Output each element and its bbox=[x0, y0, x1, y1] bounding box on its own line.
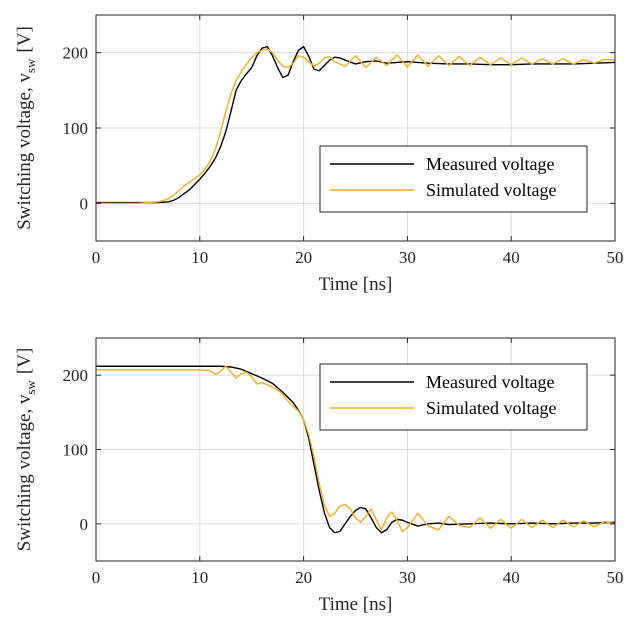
x-axis-label: Time [ns] bbox=[319, 594, 393, 615]
x-tick-label: 30 bbox=[399, 248, 416, 267]
bottom-chart-panel: 0 10 20 30 40 50 0 100 200 Time [ns] Switching vol… bbox=[14, 337, 624, 615]
y-axis-label-unit: [V] bbox=[14, 26, 35, 52]
series-line-simulated bbox=[96, 365, 615, 532]
legend-box bbox=[319, 145, 588, 213]
y-tick-label: 100 bbox=[63, 441, 89, 460]
y-axis-label-subscript: sw bbox=[23, 379, 38, 394]
top-chart-panel: 0 10 20 30 40 50 0 100 200 Time [ns] Switching vol… bbox=[14, 14, 624, 295]
y-axis-label-subscript: sw bbox=[23, 58, 38, 73]
y-axis-label: Switching voltage, vsw [V] bbox=[14, 348, 38, 552]
x-tick-label: 40 bbox=[503, 568, 520, 587]
y-axis-label-unit: [V] bbox=[14, 348, 35, 374]
x-tick-label: 10 bbox=[191, 568, 208, 587]
legend-box bbox=[319, 363, 588, 431]
legend-label: Simulated voltage bbox=[426, 398, 556, 418]
y-tick-label: 200 bbox=[63, 44, 89, 63]
series-line-measured bbox=[96, 365, 615, 534]
legend-label: Measured voltage bbox=[426, 372, 554, 392]
x-axis-label: Time [ns] bbox=[319, 274, 393, 295]
y-tick-label: 200 bbox=[63, 366, 89, 385]
x-tick-label: 20 bbox=[295, 248, 312, 267]
y-tick-label: 100 bbox=[63, 119, 89, 138]
x-tick-label: 20 bbox=[295, 568, 312, 587]
y-axis-label-main: Switching voltage, v bbox=[14, 394, 35, 551]
x-tick-label: 50 bbox=[607, 568, 624, 587]
x-tick-label: 30 bbox=[399, 568, 416, 587]
x-tick-label: 50 bbox=[607, 248, 624, 267]
y-axis-label: Switching voltage, vsw [V] bbox=[14, 26, 38, 230]
x-tick-label: 40 bbox=[503, 248, 520, 267]
x-tick-label: 0 bbox=[92, 248, 101, 267]
x-tick-label: 0 bbox=[92, 568, 101, 587]
x-tick-label: 10 bbox=[191, 248, 208, 267]
legend-label: Simulated voltage bbox=[426, 180, 556, 200]
y-tick-label: 0 bbox=[80, 194, 89, 213]
y-tick-label: 0 bbox=[80, 515, 89, 534]
series-line-simulated bbox=[96, 48, 615, 205]
legend-label: Measured voltage bbox=[426, 154, 554, 174]
y-axis-label-main: Switching voltage, v bbox=[14, 73, 35, 230]
